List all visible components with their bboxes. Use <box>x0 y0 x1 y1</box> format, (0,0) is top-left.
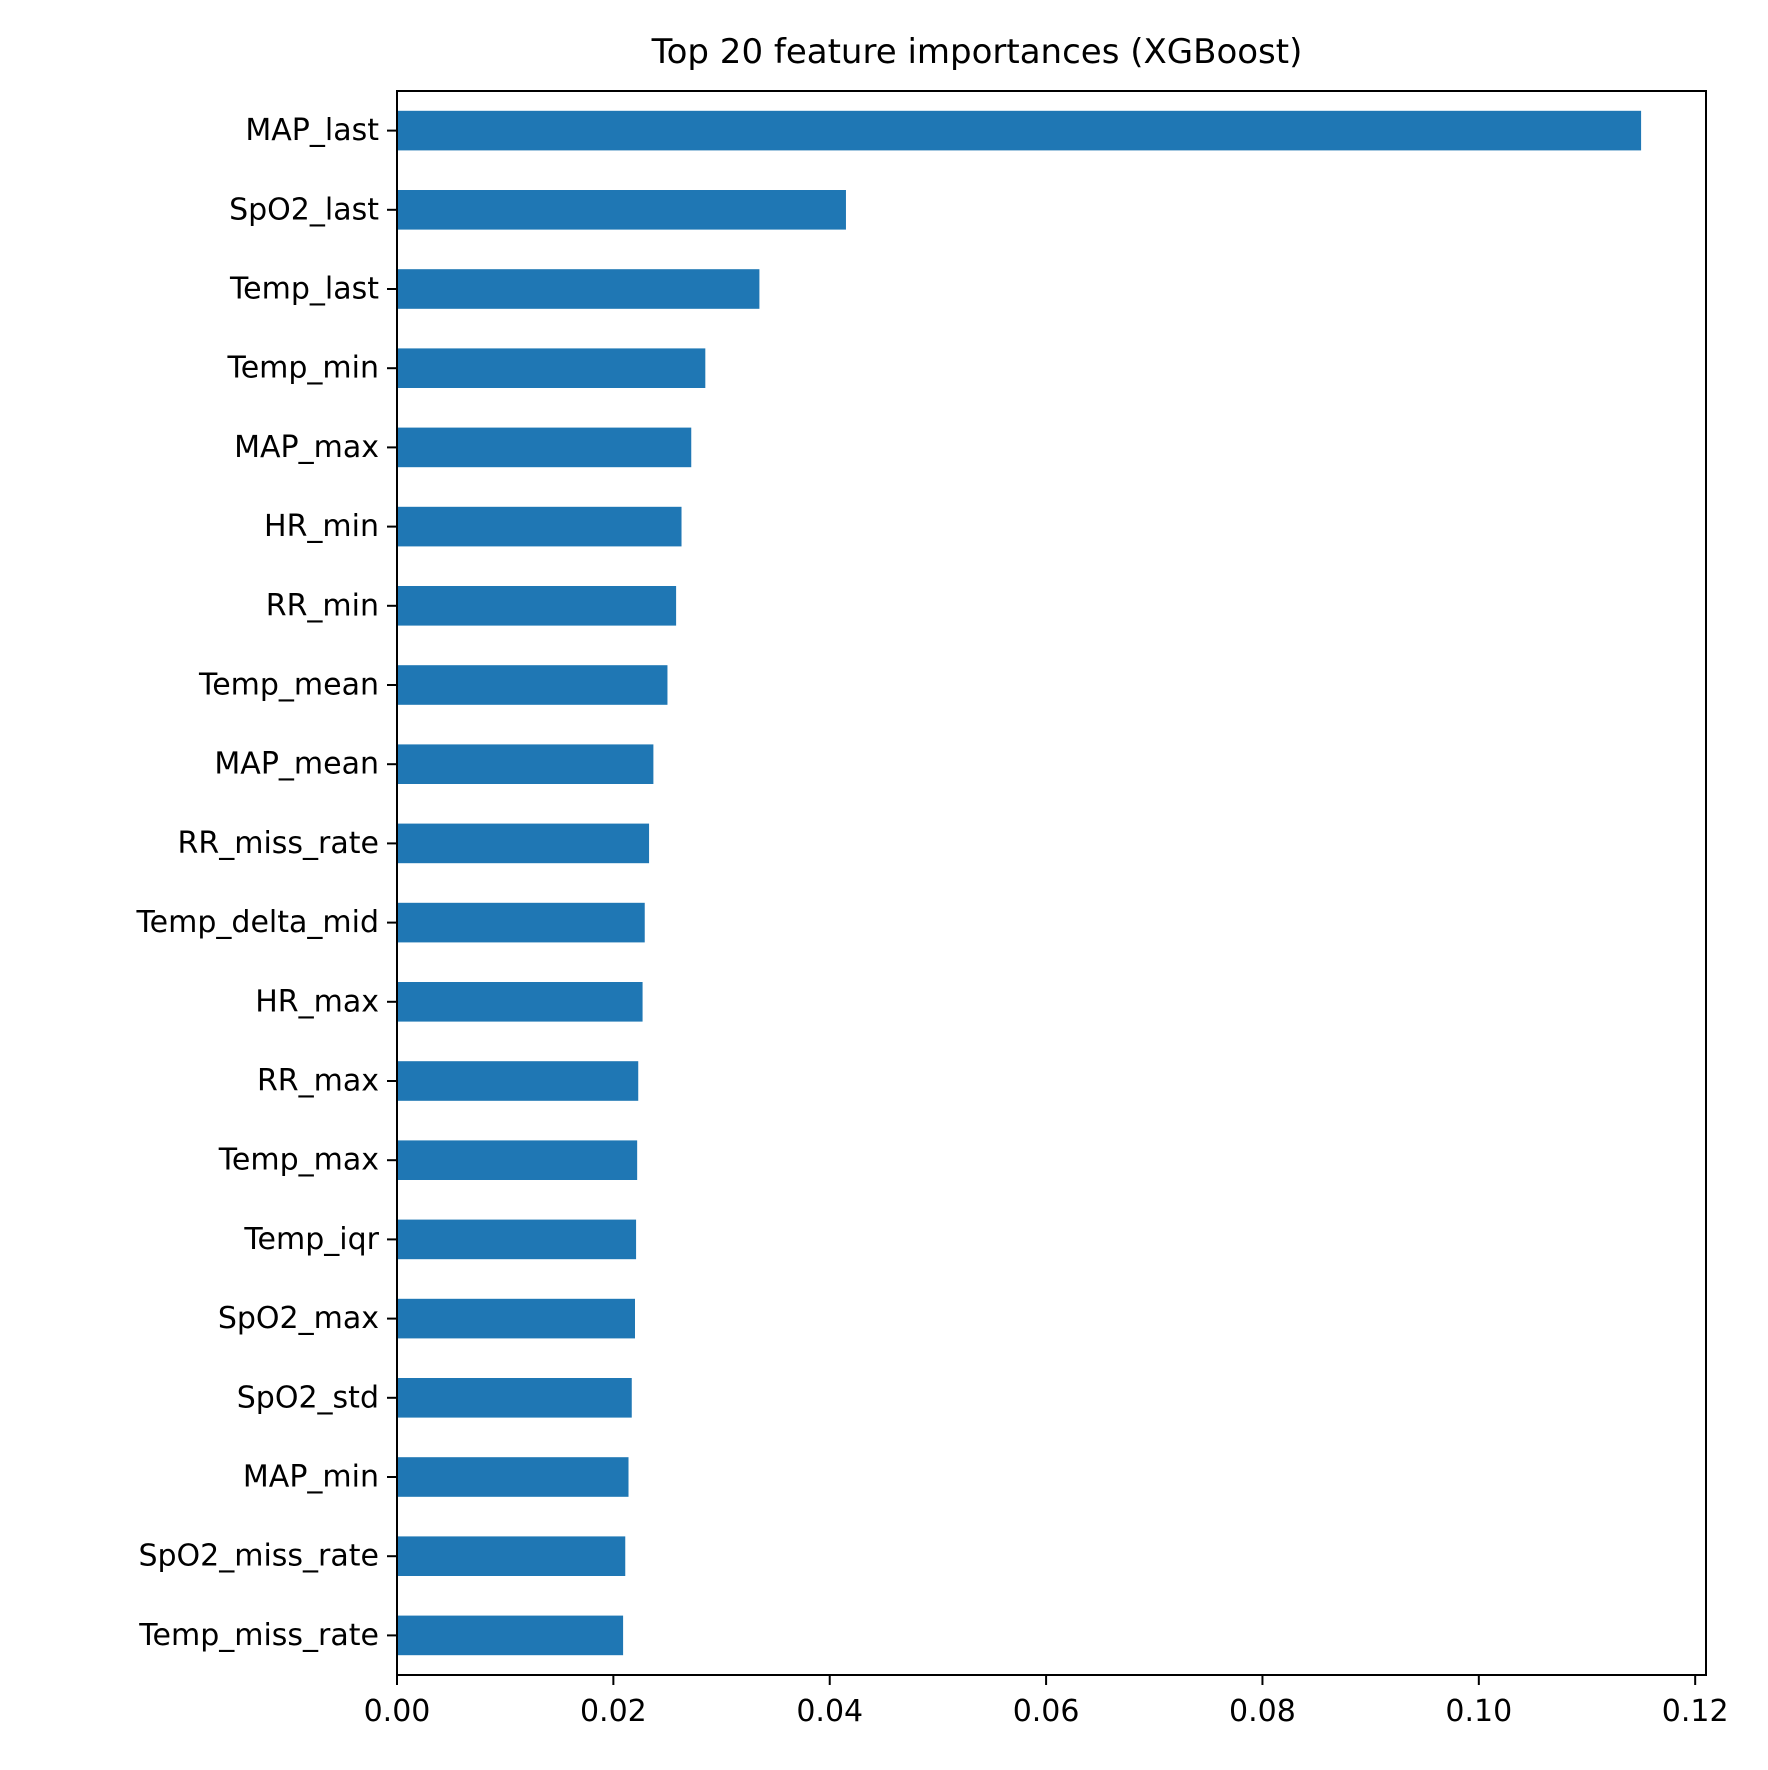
y-tick-label: SpO2_miss_rate <box>138 1539 379 1574</box>
bar-RR_miss_rate <box>397 823 650 864</box>
x-tick-label: 0.08 <box>1229 1694 1296 1729</box>
y-tick-label: Temp_iqr <box>243 1222 379 1257</box>
y-tick-label: Temp_max <box>218 1143 379 1178</box>
x-tick-label: 0.04 <box>796 1694 863 1729</box>
bar-MAP_max <box>397 427 692 468</box>
y-tick-label: RR_max <box>257 1064 379 1099</box>
bar-SpO2_miss_rate <box>397 1536 626 1576</box>
bar-SpO2_max <box>397 1298 635 1339</box>
bar-MAP_last <box>397 110 1642 151</box>
x-axis-ticks: 0.00 0.02 0.04 0.06 0.08 0.10 0.12 <box>364 1675 1729 1729</box>
y-tick-label: SpO2_std <box>237 1380 379 1415</box>
y-tick-label: HR_max <box>255 984 379 1019</box>
y-tick-label: MAP_min <box>243 1460 379 1495</box>
bar-Temp_iqr <box>397 1219 637 1260</box>
chart-title: Top 20 feature importances (XGBoost) <box>651 32 1303 72</box>
y-tick-label: Temp_min <box>226 351 379 386</box>
y-tick-label: Temp_mean <box>198 668 379 703</box>
y-tick-label: Temp_last <box>229 272 379 307</box>
y-tick-label: MAP_last <box>245 113 379 148</box>
bar-SpO2_last <box>397 190 846 230</box>
bar-MAP_mean <box>397 744 654 784</box>
bar-HR_max <box>397 982 643 1022</box>
x-tick-label: 0.00 <box>364 1694 431 1729</box>
y-tick-label: MAP_mean <box>214 747 379 782</box>
bar-HR_min <box>397 506 682 547</box>
bar-MAP_min <box>397 1457 629 1497</box>
y-tick-label: RR_min <box>266 588 379 623</box>
bar-RR_max <box>397 1061 639 1101</box>
x-tick-label: 0.06 <box>1013 1694 1080 1729</box>
x-tick-label: 0.02 <box>580 1694 647 1729</box>
bar-Temp_delta_mid <box>397 902 645 943</box>
y-tick-label: SpO2_max <box>218 1301 379 1336</box>
y-tick-label: HR_min <box>264 509 379 544</box>
y-axis-ticks: MAP_last SpO2_last Temp_last Temp_min MAP_ma… <box>135 113 397 1653</box>
y-tick-label: SpO2_last <box>229 192 379 227</box>
y-tick-label: MAP_max <box>234 430 379 465</box>
bar-Temp_max <box>397 1140 638 1180</box>
y-tick-label: Temp_miss_rate <box>138 1618 379 1653</box>
y-tick-label: RR_miss_rate <box>178 826 379 861</box>
bar-Temp_min <box>397 348 706 388</box>
bars-layer <box>397 110 1642 1656</box>
x-tick-label: 0.12 <box>1662 1694 1729 1729</box>
bar-Temp_mean <box>397 665 668 705</box>
x-tick-label: 0.10 <box>1445 1694 1512 1729</box>
plot-frame <box>396 90 1707 1676</box>
bar-RR_min <box>397 586 677 626</box>
bar-Temp_last <box>397 269 760 309</box>
bar-SpO2_std <box>397 1378 632 1418</box>
bar-Temp_miss_rate <box>397 1615 624 1656</box>
y-tick-label: Temp_delta_mid <box>135 905 379 940</box>
